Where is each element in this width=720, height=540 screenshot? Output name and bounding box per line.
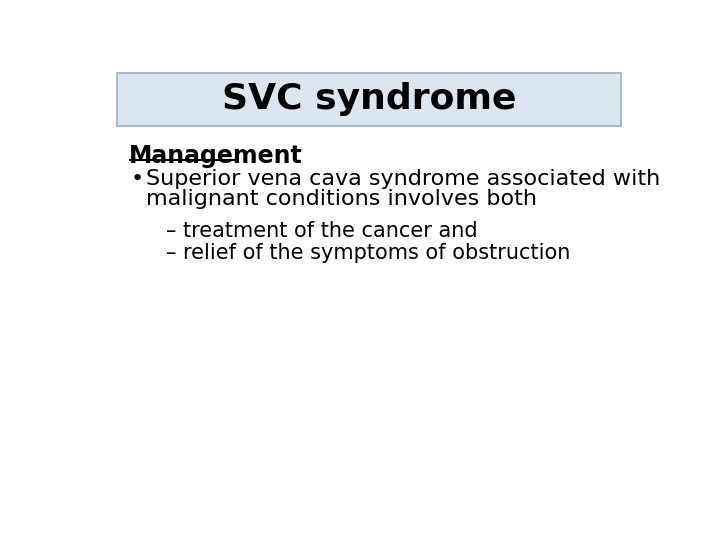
Text: – treatment of the cancer and: – treatment of the cancer and <box>166 221 477 241</box>
Text: •: • <box>130 168 143 189</box>
Text: Management: Management <box>129 144 302 168</box>
FancyBboxPatch shape <box>117 72 621 126</box>
Text: SVC syndrome: SVC syndrome <box>222 83 516 117</box>
Text: malignant conditions involves both: malignant conditions involves both <box>145 189 537 209</box>
Text: Superior vena cava syndrome associated with: Superior vena cava syndrome associated w… <box>145 168 660 189</box>
Text: – relief of the symptoms of obstruction: – relief of the symptoms of obstruction <box>166 242 570 262</box>
